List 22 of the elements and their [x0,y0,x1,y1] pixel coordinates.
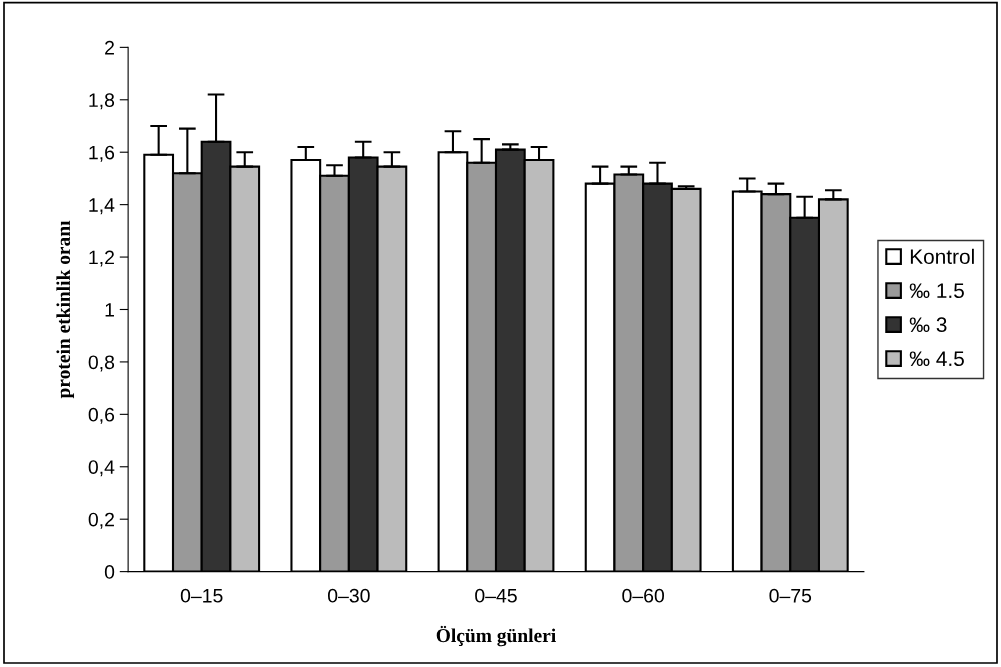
legend-label: ‰ 1.5 [909,283,964,299]
y-tick-label: 0 [104,565,115,579]
y-tick-label: 1,4 [89,198,115,215]
y-tick-label: 1,8 [89,93,115,110]
x-tick-label: 0–75 [769,588,812,603]
x-tick-label: 0–15 [180,588,223,603]
y-tick-label: 0,4 [88,460,115,477]
legend-label: ‰ 4.5 [909,351,964,367]
y-tick-label: 0,8 [88,355,115,372]
y-tick-label: 1,2 [89,250,114,267]
legend-label: Kontrol [910,248,974,265]
y-tick-label: 0,6 [88,407,115,424]
x-tick-label: 0–45 [475,588,517,603]
x-tick-label: 0–30 [327,588,370,603]
y-tick-label: 2 [105,40,114,55]
legend-label: ‰ 3 [909,317,947,333]
y-tick-label: 0,2 [88,512,114,529]
y-axis-title: protein etkinlik oranı [56,220,75,399]
y-tick-label: 1 [105,303,114,317]
x-axis-title: Ölçüm günleri [436,625,556,647]
y-tick-label: 1,6 [89,145,115,162]
x-tick-label: 0–60 [622,588,665,603]
